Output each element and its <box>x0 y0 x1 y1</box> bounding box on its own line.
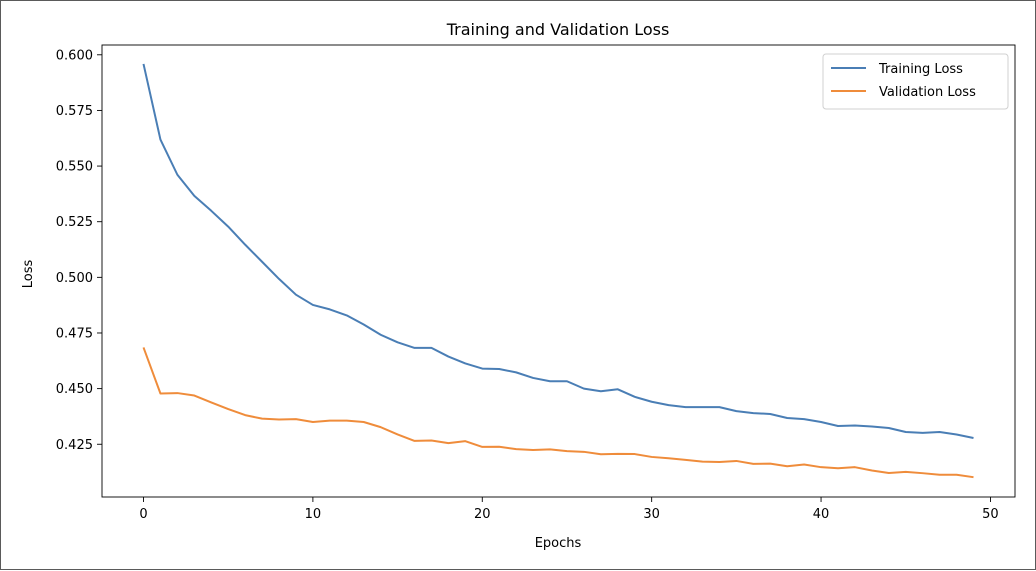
plot-area: 0 10 20 30 40 50 0.425 0.450 0.475 0.500 0.525 0.55… <box>56 44 1016 522</box>
training-loss-line <box>142 63 974 439</box>
y-axis-label: Loss <box>21 260 36 289</box>
y-tick-label: 0.475 <box>56 326 93 341</box>
x-tick-label: 50 <box>982 507 999 522</box>
legend-label-validation-loss: Validation Loss <box>879 85 976 100</box>
validation-loss-line <box>142 347 974 479</box>
x-tick-label: 30 <box>643 507 660 522</box>
plot-frame <box>101 44 1016 498</box>
x-tick-label: 10 <box>305 507 322 522</box>
y-tick-label: 0.600 <box>56 48 93 63</box>
x-tick-label: 40 <box>813 507 830 522</box>
legend-box <box>822 53 1009 110</box>
y-tick-label: 0.525 <box>56 215 93 230</box>
y-tick-label: 0.425 <box>56 438 93 453</box>
y-tick-label: 0.575 <box>56 104 93 119</box>
y-tick-label: 0.550 <box>56 160 93 175</box>
y-tick-label: 0.500 <box>56 271 93 286</box>
x-tick-label: 20 <box>474 507 491 522</box>
legend-label-training-loss: Training Loss <box>878 62 963 77</box>
y-tick-label: 0.450 <box>56 382 93 397</box>
legend: Training Loss Validation Loss <box>822 53 1009 110</box>
x-axis-label: Epochs <box>535 536 582 551</box>
x-tick-label: 0 <box>139 507 147 522</box>
chart-title: Training and Validation Loss <box>446 20 670 39</box>
